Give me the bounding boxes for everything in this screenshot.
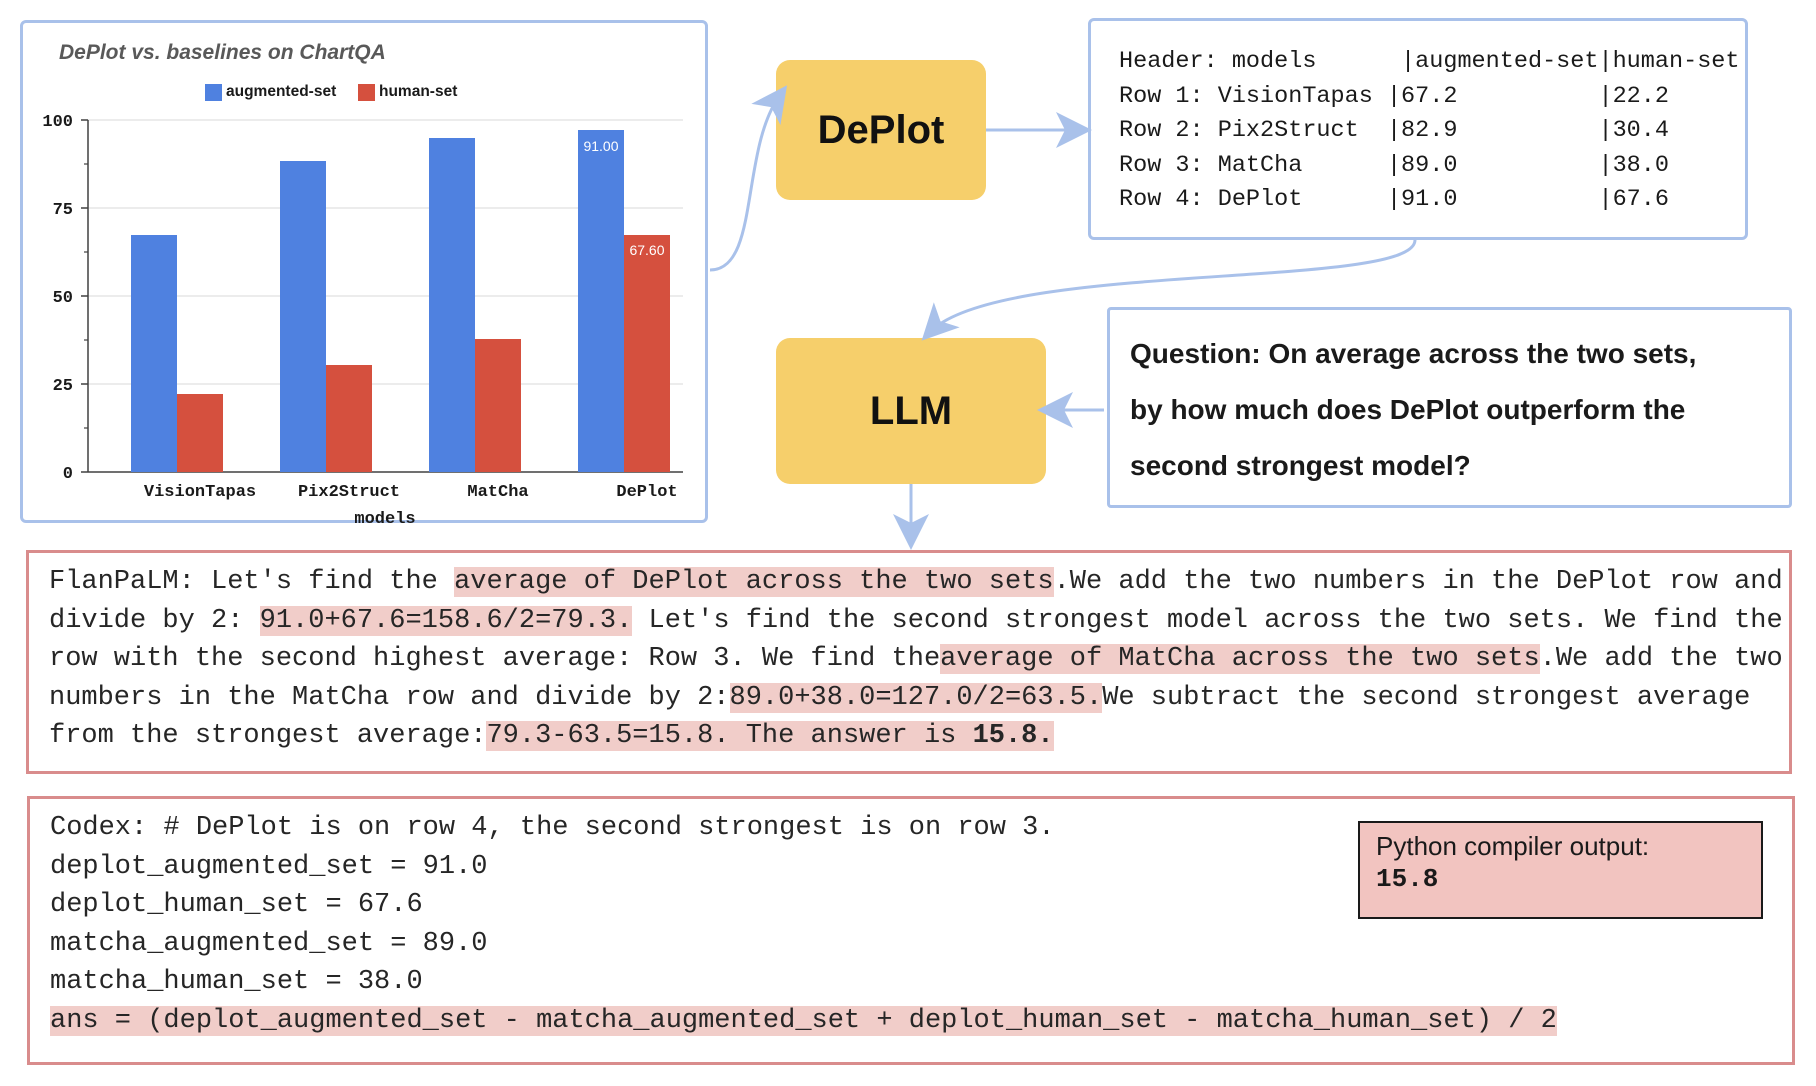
svg-text:75: 75 <box>53 201 73 220</box>
svg-text:DePlot: DePlot <box>616 483 677 502</box>
svg-text:VisionTapas: VisionTapas <box>144 483 256 502</box>
svg-text:91.00: 91.00 <box>583 138 618 154</box>
svg-text:67.60: 67.60 <box>629 242 664 258</box>
svg-text:50: 50 <box>53 289 73 308</box>
svg-text:models: models <box>354 510 415 526</box>
svg-text:25: 25 <box>53 377 73 396</box>
svg-text:100: 100 <box>42 113 73 132</box>
svg-text:MatCha: MatCha <box>467 483 528 502</box>
svg-text:0: 0 <box>63 465 73 484</box>
svg-text:Pix2Struct: Pix2Struct <box>298 483 400 502</box>
